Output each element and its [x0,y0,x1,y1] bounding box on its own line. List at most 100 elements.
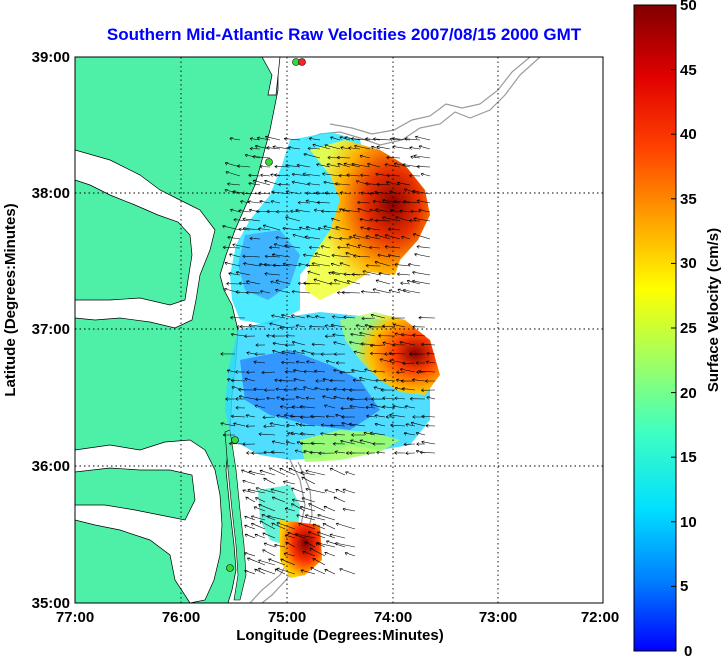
velocity-arrow [341,208,361,213]
velocity-arrow [281,350,296,355]
velocity-arrow [368,325,386,329]
velocity-arrow [375,208,391,213]
velocity-arrow [333,432,346,437]
velocity-arrow [351,433,366,437]
velocity-arrow [370,351,386,356]
velocity-arrow [229,137,241,141]
x-tick-label: 74:00 [374,609,412,626]
velocity-arrow [266,396,276,401]
velocity-arrow [233,218,251,222]
velocity-arrow [295,208,311,213]
velocity-arrow [300,471,316,476]
velocity-arrow [258,504,276,512]
velocity-arrow [367,163,381,168]
velocity-arrow [349,451,366,455]
velocity-arrow [332,315,346,319]
south-domain-warm [280,520,322,578]
velocity-arrow [279,405,296,409]
velocity-arrow [416,164,431,169]
velocity-arrow [238,395,256,400]
velocity-vectors [220,135,436,575]
velocity-arrow [369,208,381,213]
velocity-arrow [322,172,341,177]
velocity-arrow [379,358,396,364]
velocity-arrow [418,208,431,213]
velocity-arrow [302,172,321,177]
velocity-arrow [418,145,431,150]
velocity-arrow [271,440,286,445]
velocity-arrow [333,395,346,400]
velocity-arrow [302,550,316,557]
velocity-arrow [254,352,266,356]
chesapeake-bay [75,149,216,329]
velocity-arrow [324,144,341,150]
velocity-arrow [222,245,241,250]
velocity-arrow [309,324,326,329]
velocity-arrow [333,368,346,373]
velocity-arrow [276,567,296,575]
pamlico-sound [75,439,223,603]
velocity-arrow [305,191,321,196]
velocity-arrow [260,290,271,294]
velocity-arrow [321,209,341,214]
grid-lines [75,57,603,603]
velocity-arrow [230,332,246,337]
velocity-arrow [384,245,401,249]
colorbar-tick-label: 45 [680,62,697,79]
velocity-arrow [399,368,416,373]
velocity-arrow [225,397,236,401]
velocity-arrow [330,423,346,428]
velocity-arrow [394,451,406,455]
velocity-arrow [244,153,261,159]
velocity-arrow [416,442,426,446]
velocity-arrow [244,524,256,530]
velocity-arrow [269,322,286,328]
velocity-arrow [278,378,296,383]
velocity-arrow [235,406,246,410]
velocity-arrow [322,523,336,530]
velocity-arrow [359,331,376,337]
velocity-arrow [308,503,326,512]
velocity-arrow [222,225,241,231]
velocity-arrow [333,496,346,503]
velocity-arrow [226,369,236,373]
velocity-arrow [307,182,321,186]
velocity-arrow [394,332,406,337]
velocity-arrow [233,422,246,427]
velocity-arrow [282,262,301,267]
velocity-arrow [249,146,261,151]
velocity-arrow [314,252,331,258]
velocity-arrow [343,315,356,320]
velocity-arrow [355,180,371,186]
y-tick-label: 39:00 [32,49,70,66]
velocity-arrow [320,352,336,356]
velocity-arrow [293,387,306,391]
velocity-arrow [291,405,306,409]
velocity-arrow [421,440,436,445]
velocity-arrow [242,479,256,485]
velocity-arrow [269,245,281,250]
velocity-arrow [297,200,311,205]
velocity-arrow [309,450,326,455]
velocity-arrow [242,226,261,231]
velocity-arrow [238,209,251,213]
velocity-arrow [313,278,331,285]
velocity-arrow [416,245,431,249]
velocity-arrow [230,378,246,383]
velocity-arrow [400,332,416,337]
velocity-arrow [335,226,351,231]
y-axis-label: Latitude (Degrees:Minutes) [2,203,19,396]
velocity-arrow [275,236,291,240]
velocity-arrow [388,351,406,356]
velocity-arrow [341,422,356,427]
velocity-arrow [299,506,316,512]
velocity-arrow [385,415,396,419]
velocity-arrow [244,570,256,575]
velocity-arrow [295,324,306,328]
velocity-arrow [352,378,366,383]
velocity-arrow [326,163,341,168]
velocity-arrow [270,280,281,285]
velocity-arrow [301,497,316,503]
chart-title: Southern Mid-Atlantic Raw Velocities 200… [107,25,582,44]
velocity-arrow [263,262,281,267]
